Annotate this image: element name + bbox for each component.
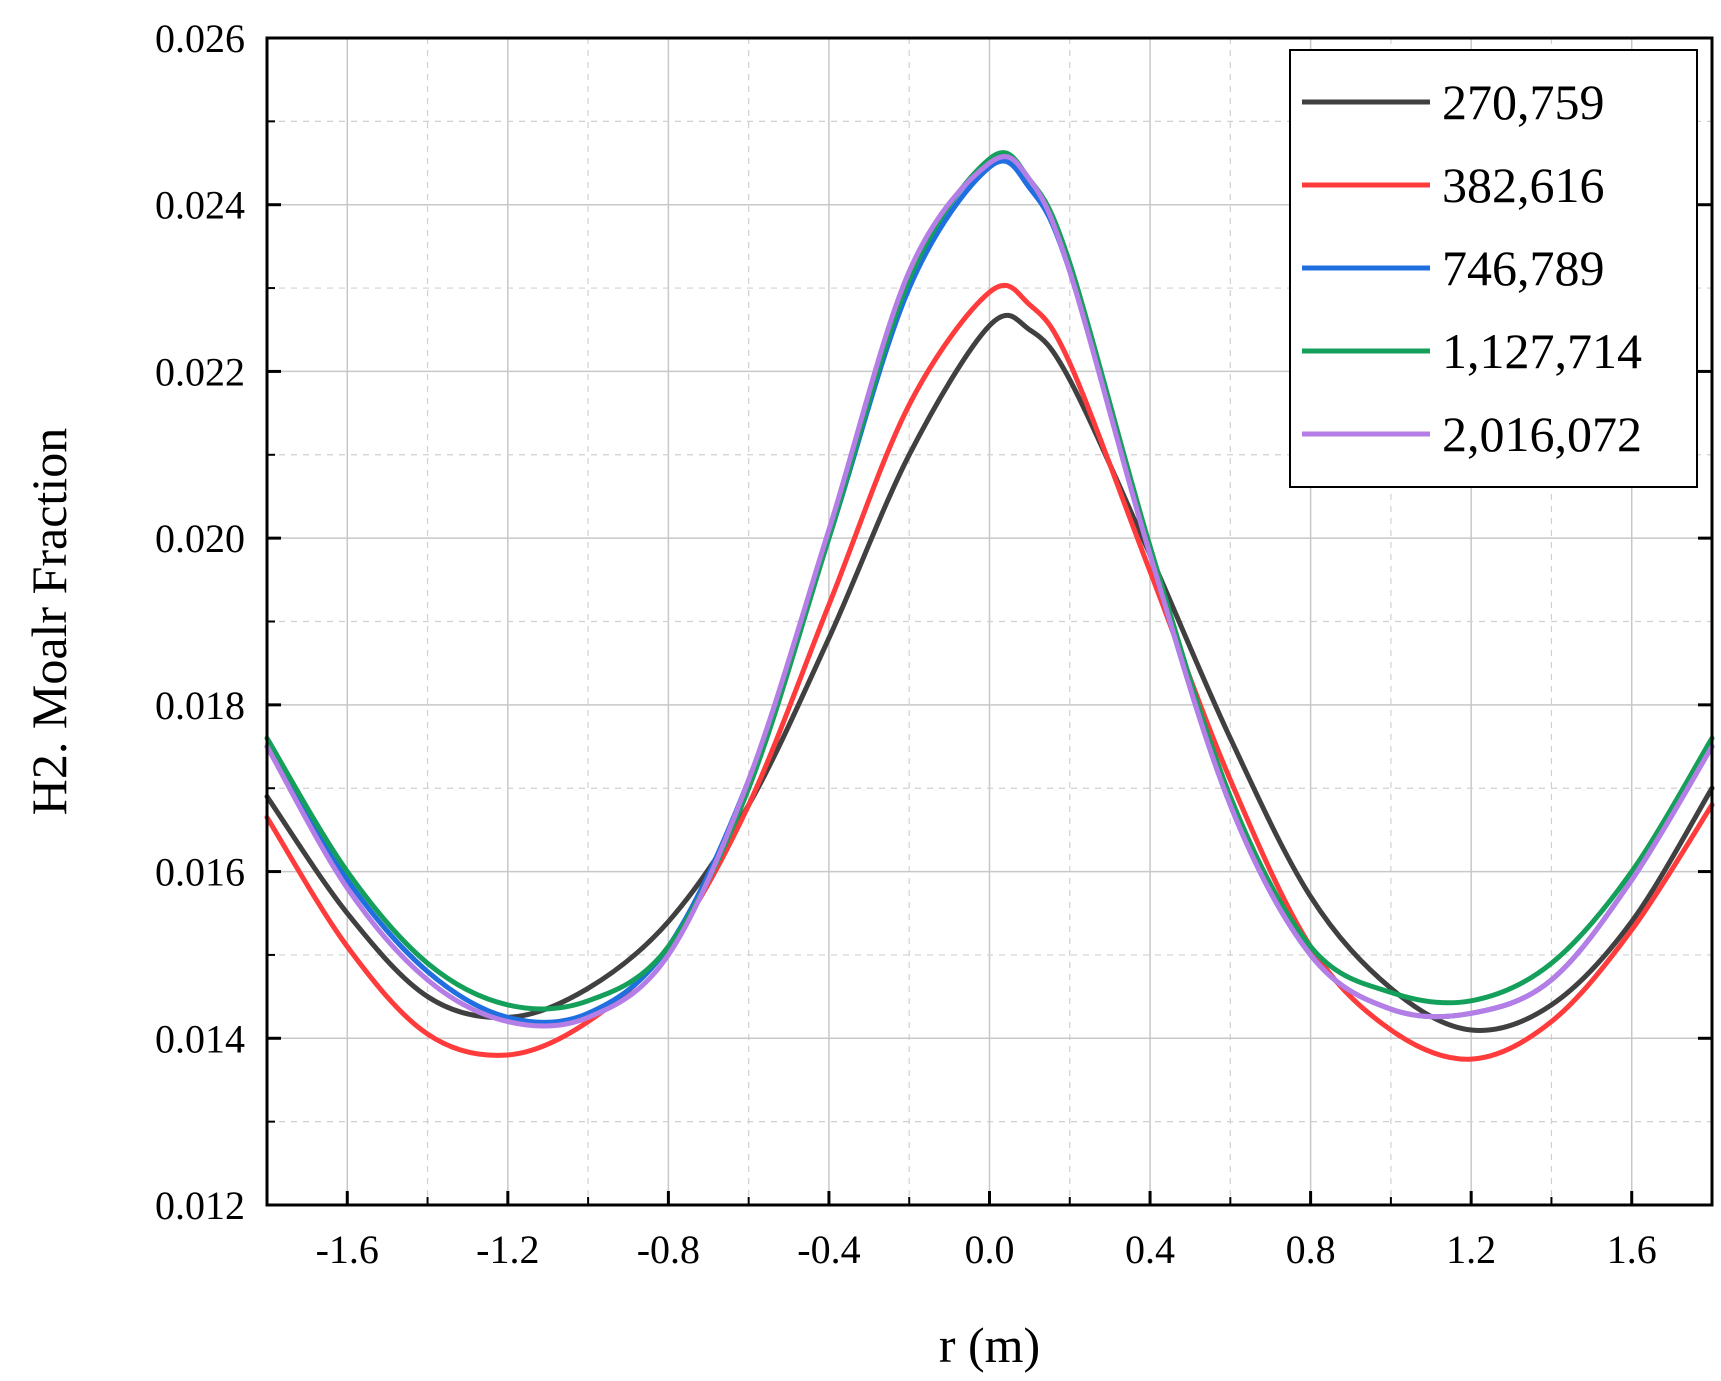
x-tick-label: 0.4 bbox=[1125, 1227, 1175, 1272]
x-tick-label: 0.8 bbox=[1286, 1227, 1336, 1272]
y-tick-label: 0.014 bbox=[155, 1016, 245, 1061]
y-axis-title: H2. Moalr Fraction bbox=[21, 428, 77, 815]
x-axis-title: r (m) bbox=[939, 1317, 1040, 1373]
x-tick-label: 0.0 bbox=[965, 1227, 1015, 1272]
legend-label-5: 2,016,072 bbox=[1442, 406, 1642, 462]
y-tick-label: 0.012 bbox=[155, 1183, 245, 1228]
legend-label-2: 382,616 bbox=[1442, 157, 1605, 213]
x-tick-label: 1.2 bbox=[1446, 1227, 1496, 1272]
legend-label-3: 746,789 bbox=[1442, 240, 1605, 296]
series-line-4 bbox=[264, 150, 1715, 1012]
series-lines bbox=[264, 150, 1715, 1062]
y-tick-label: 0.026 bbox=[155, 16, 245, 61]
x-tick-label: -1.6 bbox=[316, 1227, 379, 1272]
legend-label-4: 1,127,714 bbox=[1442, 323, 1642, 379]
y-tick-label: 0.022 bbox=[155, 349, 245, 394]
legend: 270,759 382,616 746,789 1,127,714 2,016,072 bbox=[1289, 49, 1698, 488]
series-line-1 bbox=[264, 312, 1715, 1033]
y-tick-label: 0.018 bbox=[155, 683, 245, 728]
legend-label-1: 270,759 bbox=[1442, 74, 1605, 130]
y-tick-label: 0.016 bbox=[155, 850, 245, 895]
x-tick-label: -0.4 bbox=[797, 1227, 860, 1272]
y-tick-labels: 0.012 0.014 0.016 0.018 0.020 0.022 0.024 0.026 bbox=[155, 16, 245, 1228]
y-tick-label: 0.024 bbox=[155, 183, 245, 228]
y-tick-label: 0.020 bbox=[155, 516, 245, 561]
x-tick-label: -1.2 bbox=[476, 1227, 539, 1272]
x-tick-label: 1.6 bbox=[1607, 1227, 1657, 1272]
axis-ticks bbox=[266, 36, 1713, 1207]
series-line-5 bbox=[264, 154, 1715, 1029]
x-tick-label: -0.8 bbox=[637, 1227, 700, 1272]
x-tick-labels: -1.6 -1.2 -0.8 -0.4 0.0 0.4 0.8 1.2 1.6 bbox=[316, 1227, 1657, 1272]
series-line-2 bbox=[264, 282, 1715, 1062]
